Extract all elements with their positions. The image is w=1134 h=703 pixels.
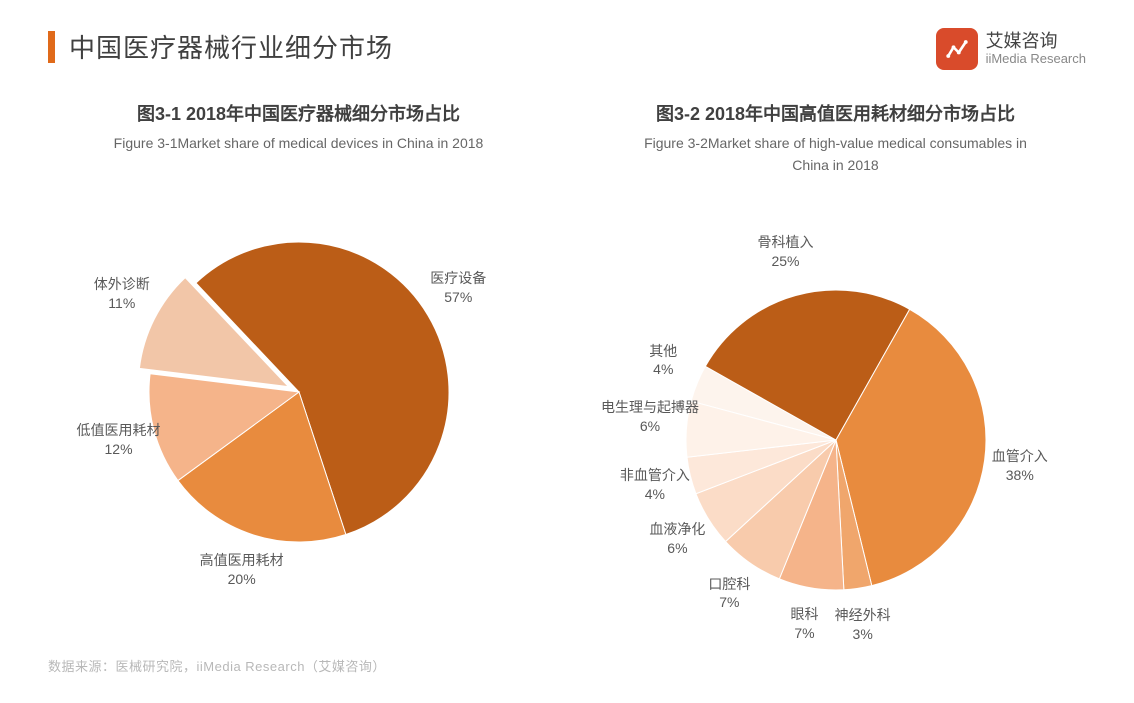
chart1-title-cn: 图3-1 2018年中国医疗器械细分市场占比 — [137, 100, 460, 126]
pie-slice-label: 电生理与起搏器6% — [595, 398, 705, 436]
chart2-title-en: Figure 3-2Market share of high-value med… — [626, 132, 1046, 177]
pie-slice-label: 高值医用耗材20% — [187, 551, 297, 589]
pie-slice-label: 低值医用耗材12% — [64, 421, 174, 459]
brand-name-cn: 艾媒咨询 — [986, 32, 1086, 52]
pie-slice-label: 非血管介入4% — [600, 466, 710, 504]
data-source: 数据来源：医械研究院，iiMedia Research（艾媒咨询） — [48, 656, 386, 675]
chart2-column: 图3-2 2018年中国高值医用耗材细分市场占比 Figure 3-2Marke… — [567, 100, 1104, 685]
chart1-column: 图3-1 2018年中国医疗器械细分市场占比 Figure 3-1Market … — [30, 100, 567, 685]
pie-slice-label: 骨科植入25% — [730, 233, 840, 271]
pie-slice-label: 血管介入38% — [965, 447, 1075, 485]
page-title: 中国医疗器械行业细分市场 — [69, 28, 393, 65]
brand-name-en: iiMedia Research — [986, 52, 1086, 66]
chart2-title-cn: 图3-2 2018年中国高值医用耗材细分市场占比 — [656, 100, 1015, 126]
brand-block: 艾媒咨询 iiMedia Research — [936, 28, 1086, 70]
pie-slice-label: 口腔科7% — [674, 575, 784, 613]
header: 中国医疗器械行业细分市场 艾媒咨询 iiMedia Research — [48, 28, 1086, 70]
pie-slice-label: 医疗设备57% — [403, 269, 513, 307]
pie-slice-label: 其他4% — [608, 342, 718, 380]
chart1-pie: 体外诊断11%医疗设备57%高值医用耗材20%低值医用耗材12% — [79, 172, 519, 612]
charts-row: 图3-1 2018年中国医疗器械细分市场占比 Figure 3-1Market … — [0, 100, 1134, 685]
title-wrap: 中国医疗器械行业细分市场 — [48, 28, 393, 65]
pie-slice-label: 体外诊断11% — [67, 275, 177, 313]
title-accent-bar — [48, 31, 55, 63]
chart2-pie: 其他4%骨科植入25%血管介入38%神经外科3%眼科7%口腔科7%血液净化6%非… — [591, 195, 1081, 685]
brand-icon — [936, 28, 978, 70]
pie-slice-label: 血液净化6% — [622, 520, 732, 558]
brand-text: 艾媒咨询 iiMedia Research — [986, 32, 1086, 66]
chart1-title-en: Figure 3-1Market share of medical device… — [114, 132, 484, 154]
